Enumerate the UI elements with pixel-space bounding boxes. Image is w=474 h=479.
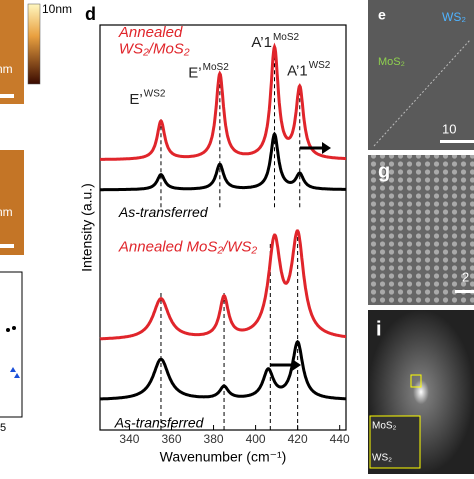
scale-text: nm [0, 62, 13, 76]
spectrum [99, 229, 346, 341]
inset-label: MoS₂ [372, 421, 397, 432]
peak-label-sup: WS2 [144, 89, 166, 100]
region-label: WS₂ [442, 10, 466, 24]
peak-label-sup: MoS2 [273, 32, 300, 43]
inset-label: WS₂ [372, 453, 392, 464]
annotation: As-transferred [118, 204, 209, 220]
spectrum [100, 42, 346, 161]
peak-label: E’ [188, 65, 201, 82]
panel-label: g [378, 160, 390, 182]
panel-label: d [85, 4, 96, 24]
plot-frame [99, 24, 347, 431]
scale-text: nm [0, 205, 13, 219]
tem-image-g [368, 155, 474, 305]
annotation: Annealed MoS₂/WS₂ [118, 239, 257, 256]
selection-box [410, 374, 422, 388]
colorbar-label: 10nm [42, 2, 72, 16]
y-axis-label: Intensity (a.u.) [79, 183, 95, 272]
scale-bar [0, 94, 14, 98]
annotation: WS₂/MoS₂ [119, 40, 190, 57]
afm-image [0, 0, 24, 104]
plot-frame [0, 271, 23, 418]
x-tick-label: 380 [204, 432, 224, 446]
peak-label: A’1 [287, 63, 308, 80]
afm-image [0, 150, 24, 255]
x-tick-label: 400 [246, 432, 266, 446]
peak-label-sup: MoS2 [203, 62, 230, 73]
inset [369, 415, 421, 469]
raman-chart: d Intensity (a.u.) Wavenumber (cm⁻¹) 340 360… [79, 4, 350, 465]
scale-bar [0, 244, 14, 248]
scale-bar [440, 140, 474, 143]
scale-text: 2 [462, 269, 469, 284]
x-tick-label: 420 [288, 432, 308, 446]
annotation: Annealed [118, 24, 183, 41]
scale-bar [455, 290, 474, 293]
panel-label: e [378, 7, 386, 23]
panel-label: i [376, 318, 382, 340]
x-tick-label: 440 [330, 432, 350, 446]
tem-image-e [368, 0, 474, 150]
scale-text: 10 [442, 121, 456, 136]
x-axis-label: Wavenumber (cm⁻¹) [160, 449, 287, 465]
x-tick-label: 340 [119, 432, 139, 446]
peak-label: E’ [129, 91, 142, 108]
tick-label: 5 [0, 422, 6, 434]
scatter-points [6, 326, 20, 378]
spectrum [100, 131, 346, 192]
annotation: As-transferred [114, 415, 205, 431]
spectrum [99, 339, 347, 401]
arrow-head [292, 359, 301, 371]
peak-label-sup: WS2 [309, 60, 331, 71]
region-label: MoS₂ [378, 56, 405, 68]
x-tick-label: 360 [161, 432, 181, 446]
peak-label: A’1 [251, 34, 272, 51]
arrow-head [322, 142, 331, 154]
colorbar [27, 3, 41, 85]
